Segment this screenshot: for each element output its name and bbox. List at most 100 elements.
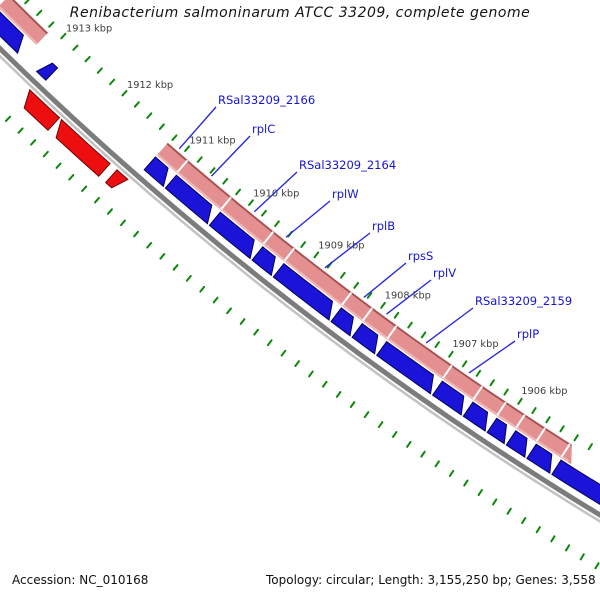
ruler-tick-minor (185, 275, 192, 282)
gene-arrow-reverse-gene-1[interactable] (23, 88, 61, 131)
ruler-tick-minor (184, 145, 191, 152)
gene-arrow-rpsS[interactable] (330, 307, 354, 337)
ruler-tick-minor (81, 185, 88, 193)
ruler-tick-minor (133, 101, 140, 108)
ruler-tick-minor (274, 220, 280, 228)
ruler-label-1907: 1907 kbp (452, 339, 498, 350)
ruler-tick-minor (531, 407, 537, 415)
ruler-tick-minor (406, 440, 412, 448)
ruler-tick-minor (335, 391, 342, 398)
operon-band-fragment[interactable] (0, 0, 49, 45)
ruler-tick-minor (434, 341, 440, 349)
accession-text: Accession: NC_010168 (12, 573, 149, 587)
operon-separator (496, 401, 507, 416)
ruler-tick-minor (222, 177, 229, 185)
ruler-tick-minor (559, 425, 565, 433)
ruler-tick-minor (545, 416, 551, 424)
genome-summary-text: Topology: circular; Length: 3,155,250 bp… (266, 573, 596, 587)
ruler-label-1908: 1908 kbp (385, 291, 431, 302)
ruler-tick-minor (146, 112, 153, 119)
ruler-tick-minor (434, 460, 440, 468)
gene-arrow-corner-gene-rev[interactable] (35, 62, 59, 81)
gene-arrow-RSal33209_2159[interactable] (376, 340, 434, 395)
ruler-tick-minor (353, 281, 360, 289)
gene-leader-RSal33209_2164 (253, 171, 298, 213)
gene-label-rplC: rplC (252, 122, 275, 136)
gene-label-rplP: rplP (517, 327, 539, 341)
operon-separator (560, 443, 571, 458)
ruler-tick-minor (248, 199, 254, 206)
ruler-tick-minor (96, 67, 103, 74)
ruler-tick-minor (448, 469, 455, 477)
ruler-tick-minor (159, 253, 166, 260)
ruler-tick-minor (463, 479, 469, 487)
gene-arrow-RSal33209_2164[interactable] (208, 211, 255, 260)
ruler-tick-minor (171, 134, 178, 141)
gene-arrow-rplV[interactable] (351, 322, 379, 355)
ruler-tick-minor (109, 78, 116, 86)
ruler-label-1913: 1913 kbp (66, 24, 112, 35)
gene-arrow-rplP[interactable] (431, 380, 465, 416)
ruler-tick-minor (94, 196, 101, 204)
operon-separator (262, 231, 275, 245)
gene-arrow-rplC[interactable] (164, 174, 213, 225)
ruler-tick-minor (521, 517, 527, 525)
gene-arrow-rplB[interactable] (272, 263, 334, 321)
operon-band-fragment-bottom-edge (0, 6, 38, 45)
ruler-tick-minor (506, 507, 512, 515)
gene-arrow-RSal33209_2166[interactable] (143, 156, 169, 188)
ruler-tick-minor (492, 498, 498, 506)
ruler-tick-minor (212, 296, 219, 304)
ruler-tick-minor (253, 328, 259, 336)
operon-separator (361, 307, 373, 322)
ruler-tick-minor (461, 360, 468, 368)
ruler-tick-minor (321, 380, 328, 388)
gene-label-rplW: rplW (332, 187, 359, 201)
gene-leader-RSal33209_2159 (425, 307, 474, 344)
ruler-tick-minor (391, 431, 398, 438)
ruler-tick-minor (199, 285, 206, 293)
gene-arrow-reverse-gene-3[interactable] (105, 169, 129, 189)
ruler-tick-minor (172, 264, 179, 271)
ruler-label-1910: 1910 kbp (253, 189, 299, 200)
ruler-tick-minor (594, 562, 600, 570)
gene-arrow-rplW[interactable] (251, 246, 276, 277)
ruler-tick-minor (235, 188, 242, 196)
ruler-tick-minor (209, 167, 216, 174)
ruler-tick-minor (4, 115, 12, 122)
ruler-tick-minor (550, 535, 556, 543)
ruler-tick-minor (587, 443, 593, 451)
operon-separator (386, 325, 398, 340)
ruler-tick-minor (363, 411, 370, 419)
gene-arrow-gene-u4[interactable] (526, 443, 553, 474)
ruler-tick-minor (340, 271, 346, 279)
ruler-tick-minor (158, 123, 165, 130)
gene-arrow-gene-u5[interactable] (551, 459, 600, 506)
gene-arrow-corner-gene[interactable] (0, 9, 24, 55)
ruler-tick-minor (564, 544, 571, 552)
ruler-tick-minor (393, 311, 400, 319)
ruler-tick-minor (120, 219, 126, 227)
ruler-tick-minor (366, 292, 373, 299)
ruler-tick-minor (72, 44, 79, 51)
gene-arrow-reverse-gene-2[interactable] (55, 118, 111, 178)
operon-separator (441, 364, 453, 379)
backbone-bevel (0, 54, 600, 523)
ruler-label-1909: 1909 kbp (318, 241, 364, 252)
ruler-label-1911: 1911 kbp (189, 135, 235, 146)
ruler-tick-minor (261, 209, 267, 217)
operon-separator (515, 414, 526, 429)
gene-arrow-gene-u2[interactable] (486, 417, 508, 445)
gene-arrow-gene-u1[interactable] (462, 401, 489, 432)
ruler-tick-minor (420, 450, 426, 458)
ruler-tick-minor (579, 553, 585, 561)
ruler-tick-minor (420, 331, 427, 339)
gene-arrow-gene-u3[interactable] (505, 430, 528, 458)
ruler-tick-minor (68, 174, 75, 181)
gene-leader-rpsS (363, 262, 407, 298)
ruler-tick-minor (84, 55, 91, 63)
ruler-tick-minor (300, 241, 307, 248)
ruler-tick-minor (308, 370, 314, 378)
gene-label-RSal33209_2164: RSal33209_2164 (299, 158, 396, 172)
ruler-tick-minor (313, 251, 320, 259)
